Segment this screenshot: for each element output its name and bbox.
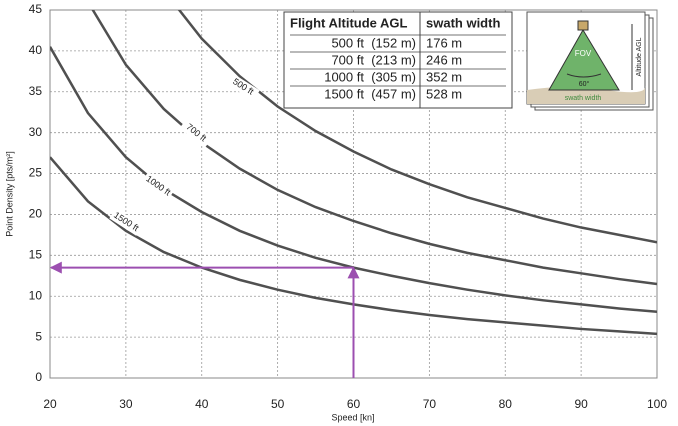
y-tick-label: 25 [29, 166, 43, 180]
y-tick-label: 10 [29, 288, 43, 302]
y-tick-label: 15 [29, 248, 43, 262]
table-cell: 176 m [426, 35, 462, 50]
x-tick-label: 50 [271, 397, 285, 411]
x-tick-label: 40 [195, 397, 209, 411]
y-tick-label: 5 [35, 329, 42, 343]
y-tick-label: 40 [29, 43, 43, 57]
table-cell: 500 ft (152 m) [331, 35, 416, 50]
table-cell: 1500 ft (457 m) [324, 86, 416, 101]
fov-cone [548, 29, 620, 91]
sensor [577, 20, 589, 31]
x-tick-label: 70 [423, 397, 437, 411]
x-tick-label: 30 [119, 397, 133, 411]
table-cell: 246 m [426, 52, 462, 67]
diagram-label: swath width [565, 95, 602, 102]
table-cell: 700 ft (213 m) [331, 52, 416, 67]
x-tick-label: 80 [499, 397, 513, 411]
table-cell: 352 m [426, 69, 462, 84]
y-tick-label: 0 [35, 370, 42, 384]
curve-label-bg [226, 73, 260, 101]
curve-label-bg [109, 208, 143, 236]
diagram-label: Altitude AGL [636, 37, 643, 76]
y-tick-label: 35 [29, 84, 43, 98]
y-tick-label: 20 [29, 207, 43, 221]
x-tick-label: 60 [347, 397, 361, 411]
table-frame [283, 11, 513, 109]
angle-arc [566, 73, 602, 78]
table-header: swath width [426, 15, 500, 30]
table-cell: 528 m [426, 86, 462, 101]
diagram-label: 60° [579, 80, 590, 88]
table-cell: 1000 ft (305 m) [324, 69, 416, 84]
x-axis-label: Speed [kn] [331, 412, 374, 422]
curve-label-bg [141, 171, 175, 201]
diagram-label: FOV [575, 49, 592, 58]
x-tick-label: 90 [574, 397, 588, 411]
table-header: Flight Altitude AGL [290, 15, 408, 30]
x-tick-label: 100 [647, 397, 667, 411]
x-tick-label: 20 [43, 397, 57, 411]
curve-label-bg [179, 118, 213, 148]
y-axis-label: Point Density [pts/m²] [4, 151, 14, 237]
y-tick-label: 30 [29, 125, 43, 139]
y-tick-label: 45 [29, 2, 43, 16]
curve [177, 10, 657, 244]
